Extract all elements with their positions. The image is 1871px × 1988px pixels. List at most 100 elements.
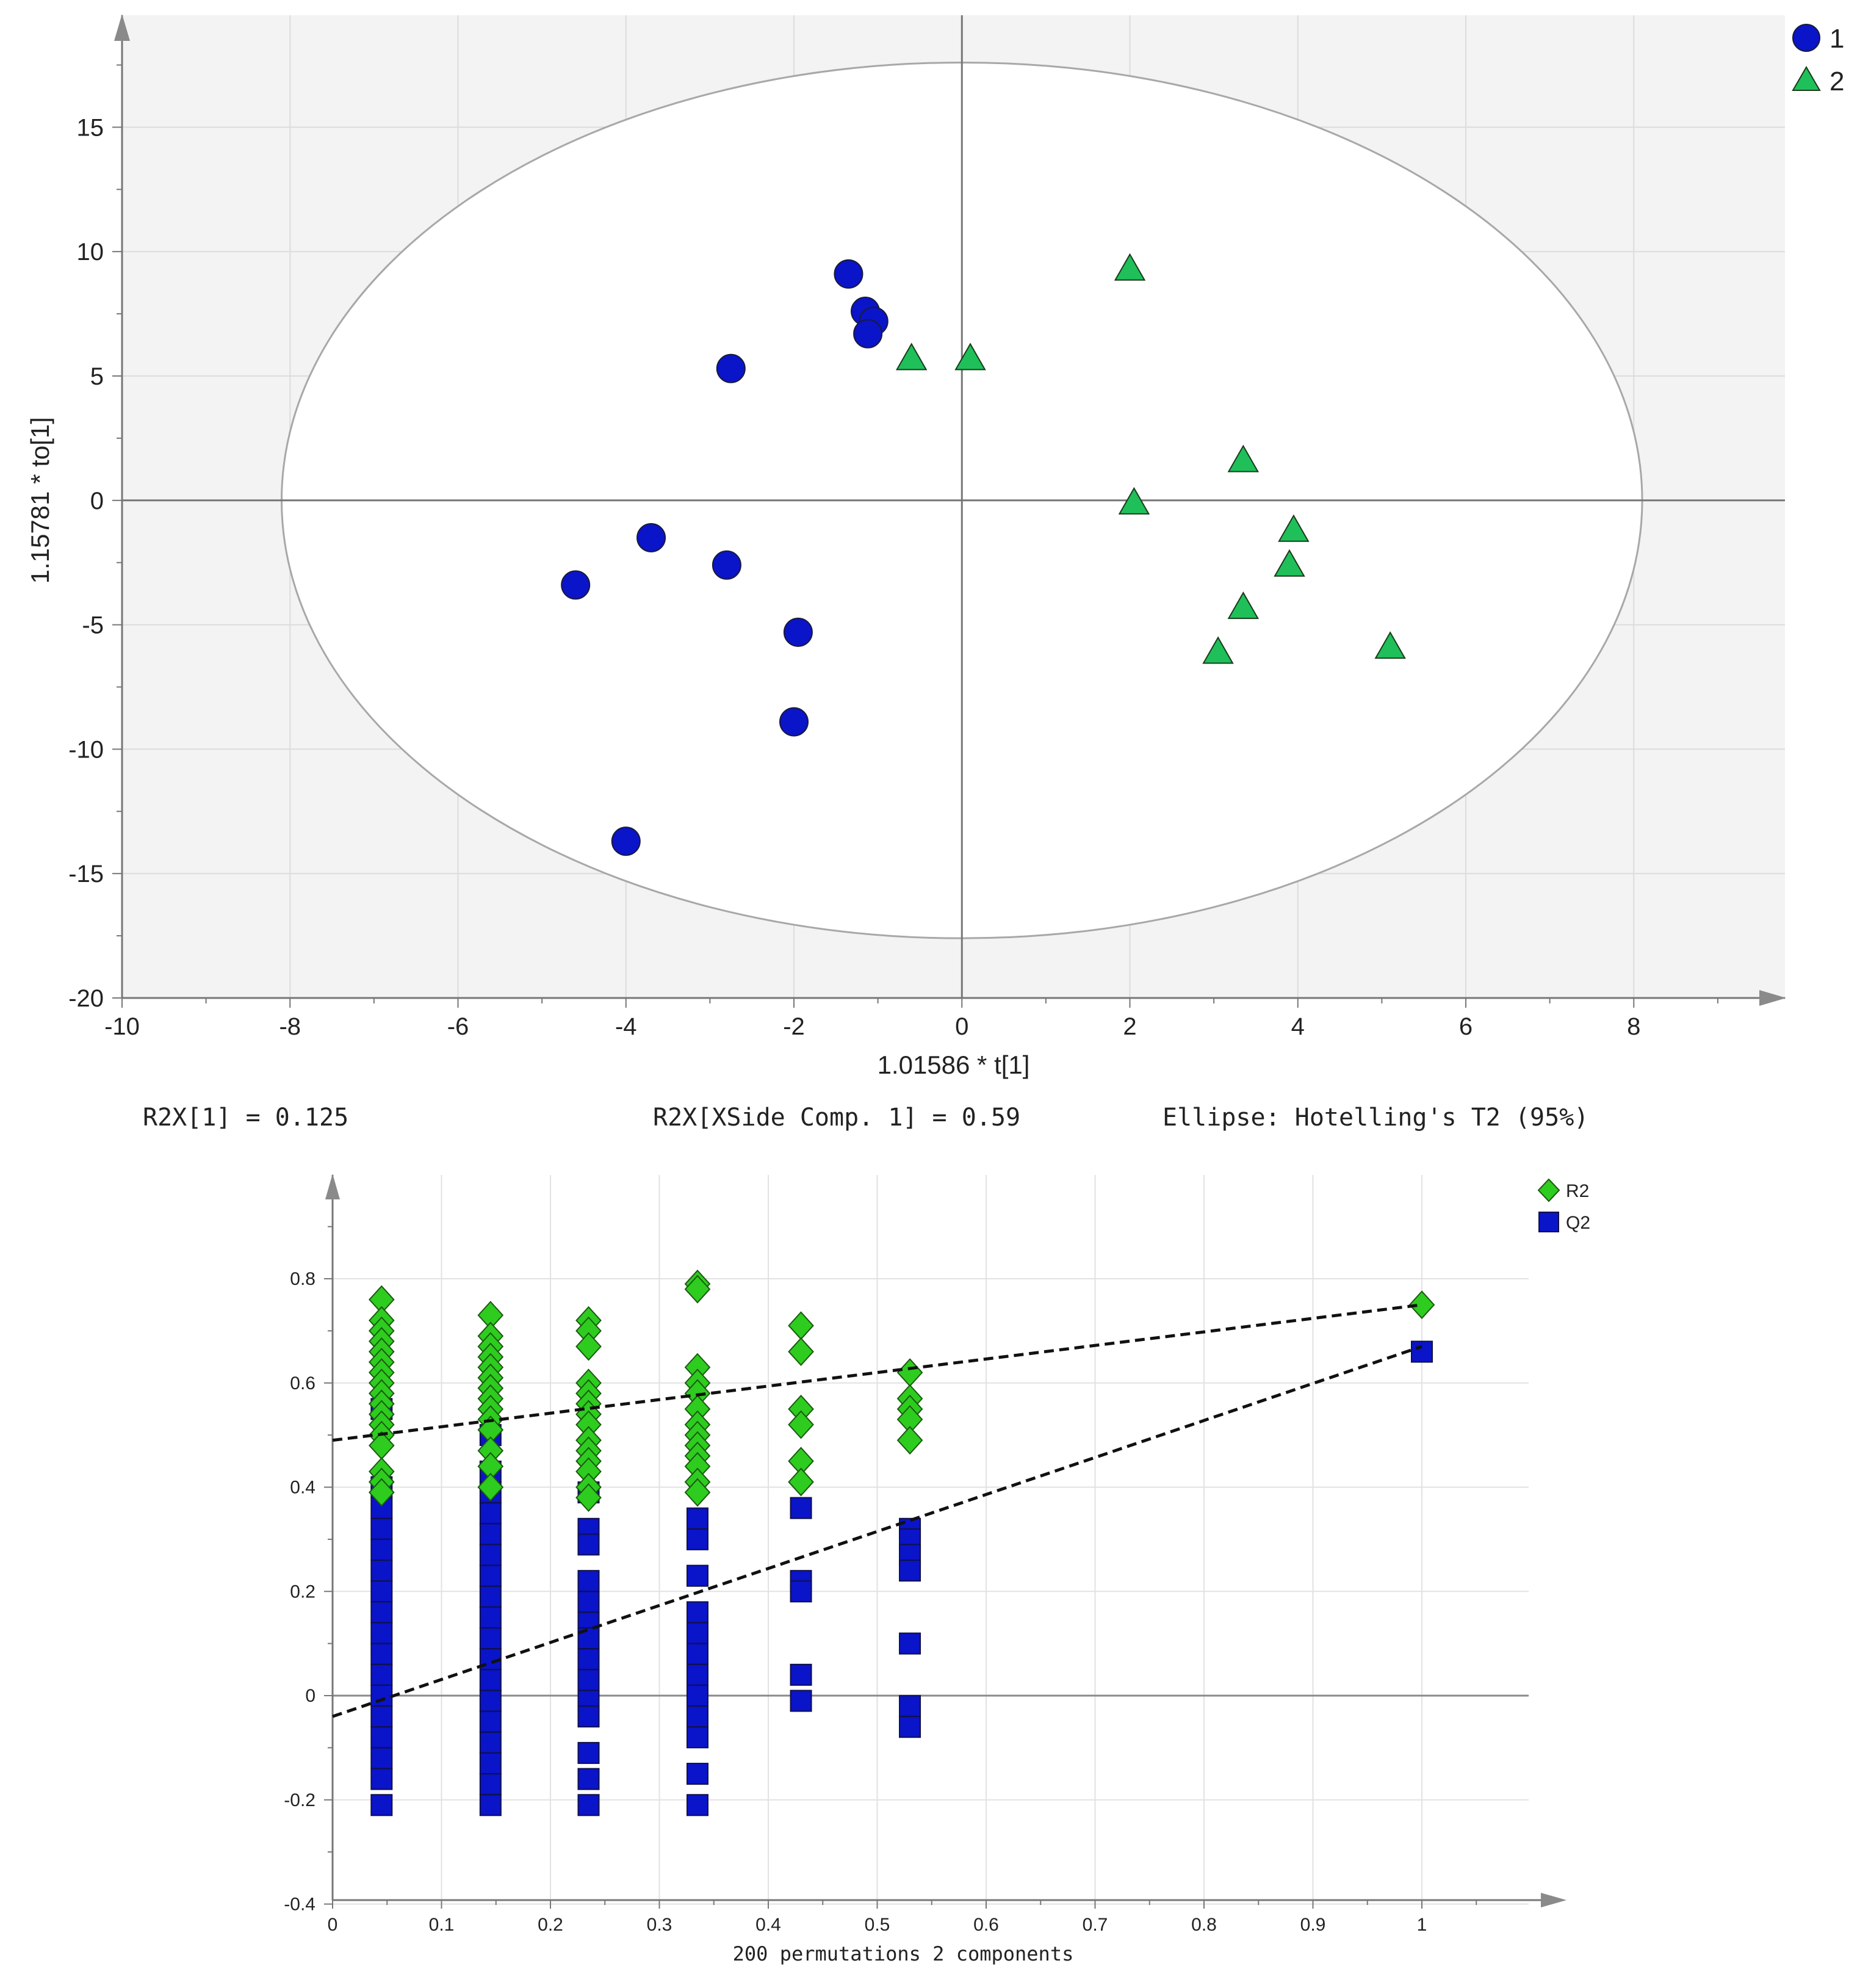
x-tick-label: 0 <box>955 1013 968 1040</box>
x-tick-label: 0.6 <box>973 1915 999 1935</box>
y-tick-label: 15 <box>77 114 104 141</box>
q2-point <box>370 1643 393 1665</box>
score-plot-annotations: R2X[1] = 0.125 R2X[XSide Comp. 1] = 0.59… <box>143 1104 1588 1132</box>
q2-point <box>686 1528 708 1550</box>
q2-point <box>686 1705 708 1728</box>
r2-point <box>788 1311 814 1340</box>
group-2-point <box>1114 253 1146 281</box>
r2x-annotation: R2X[1] = 0.125 <box>143 1104 348 1132</box>
x-tick-label: 0.9 <box>1300 1915 1326 1935</box>
group-2-point <box>1118 486 1150 515</box>
q2-point <box>899 1560 921 1582</box>
r2-point <box>788 1467 814 1497</box>
r2-point <box>575 1332 602 1361</box>
q2-point <box>686 1564 708 1587</box>
y-tick-label: 0 <box>305 1686 315 1706</box>
permutation-regression-lines <box>332 1303 1422 1718</box>
q2-point <box>577 1669 600 1691</box>
q2-point <box>479 1731 502 1754</box>
q2-point <box>686 1622 708 1644</box>
q2-point <box>686 1601 708 1624</box>
group-2-point <box>1227 591 1260 620</box>
y-tick-label: 0.6 <box>290 1373 315 1393</box>
q2-point <box>577 1768 600 1790</box>
y-tick-label: 5 <box>90 363 104 390</box>
x-tick-label: 0.3 <box>647 1915 672 1935</box>
q2-point <box>577 1794 600 1816</box>
y-tick-label: -15 <box>68 861 104 887</box>
legend-label-group-2: 2 <box>1830 67 1844 96</box>
x-tick-label: 1 <box>1417 1915 1427 1935</box>
group-1-point <box>783 617 813 647</box>
r2-point <box>788 1410 814 1439</box>
q2-point <box>577 1648 600 1671</box>
group-2-point <box>1374 631 1406 659</box>
x-axis-arrow <box>1759 990 1786 1006</box>
r2-point <box>1408 1290 1435 1320</box>
legend-marker-q2 <box>1538 1212 1559 1232</box>
r2-point <box>368 1478 395 1507</box>
legend-label-q2: Q2 <box>1566 1213 1590 1233</box>
group-2-point <box>895 342 928 370</box>
x-tick-label: 2 <box>1123 1013 1136 1040</box>
q2-point <box>479 1690 502 1712</box>
x-tick-label: -6 <box>447 1013 469 1040</box>
q2-point <box>370 1517 393 1540</box>
q2-point <box>790 1690 812 1712</box>
x-tick-label: -10 <box>104 1013 140 1040</box>
q2-point <box>479 1794 502 1816</box>
group-1-point <box>779 707 809 737</box>
q2-point <box>1411 1340 1433 1363</box>
legend-label-group-1: 1 <box>1830 24 1844 54</box>
x-tick-label: 0.4 <box>755 1915 781 1935</box>
y-axis-arrow <box>325 1174 340 1199</box>
q2-point <box>479 1544 502 1566</box>
x-tick-label: -8 <box>279 1013 301 1040</box>
q2-point <box>479 1710 502 1733</box>
x-tick-label: 0.2 <box>538 1915 563 1935</box>
q2-point <box>577 1533 600 1556</box>
group-1-point <box>561 570 591 600</box>
x-tick-label: 6 <box>1459 1013 1473 1040</box>
permutation-plot-y-ticks: 0.8 0.6 0.4 0.2 0 -0.2 -0.4 <box>284 1226 333 1915</box>
y-tick-label: -20 <box>68 985 104 1012</box>
x-tick-label: 8 <box>1627 1013 1640 1040</box>
q2-point <box>686 1643 708 1665</box>
q2-point <box>577 1705 600 1728</box>
permutation-plot: 0 0.1 0.2 0.3 0.4 0.5 0.6 0.7 0.8 0.9 1 0.80.60.40… <box>284 1174 1590 1965</box>
q2-point <box>479 1585 502 1608</box>
r2x-xside-annotation: R2X[XSide Comp. 1] = 0.59 <box>653 1104 1020 1132</box>
q2-point <box>370 1601 393 1624</box>
permutation-plot-x-axis-label: 200 permutations 2 components <box>733 1942 1074 1965</box>
r2-point <box>684 1478 711 1507</box>
group-1-point <box>716 353 746 383</box>
legend-marker-group-1 <box>1792 24 1820 52</box>
group-2-point <box>1227 444 1260 472</box>
q2-point <box>479 1669 502 1691</box>
x-tick-label: 4 <box>1291 1013 1305 1040</box>
group-1-point <box>636 522 666 552</box>
q2-point <box>370 1663 393 1686</box>
q2-point <box>899 1695 921 1718</box>
y-tick-label: -5 <box>82 612 104 639</box>
q2-point <box>370 1560 393 1582</box>
q2-point <box>370 1794 393 1816</box>
r2-point <box>788 1337 814 1367</box>
q2-point <box>370 1685 393 1707</box>
r2-point <box>477 1473 504 1502</box>
group-1-point <box>611 826 641 856</box>
q2-point <box>370 1622 393 1644</box>
q2-regression-line <box>332 1345 1422 1718</box>
score-plot-x-axis-label: 1.01586 * t[1] <box>878 1050 1030 1079</box>
x-tick-label: 0 <box>328 1915 338 1935</box>
permutation-plot-points <box>368 1270 1435 1816</box>
score-plot-points <box>561 253 1406 856</box>
legend-marker-group-2 <box>1792 66 1821 91</box>
score-plot-legend: 12 <box>1792 24 1844 96</box>
q2-point <box>370 1747 393 1769</box>
group-1-point <box>834 259 863 289</box>
group-2-point <box>954 342 986 370</box>
group-2-point <box>1274 549 1305 577</box>
score-plot-axes <box>114 14 1786 1006</box>
